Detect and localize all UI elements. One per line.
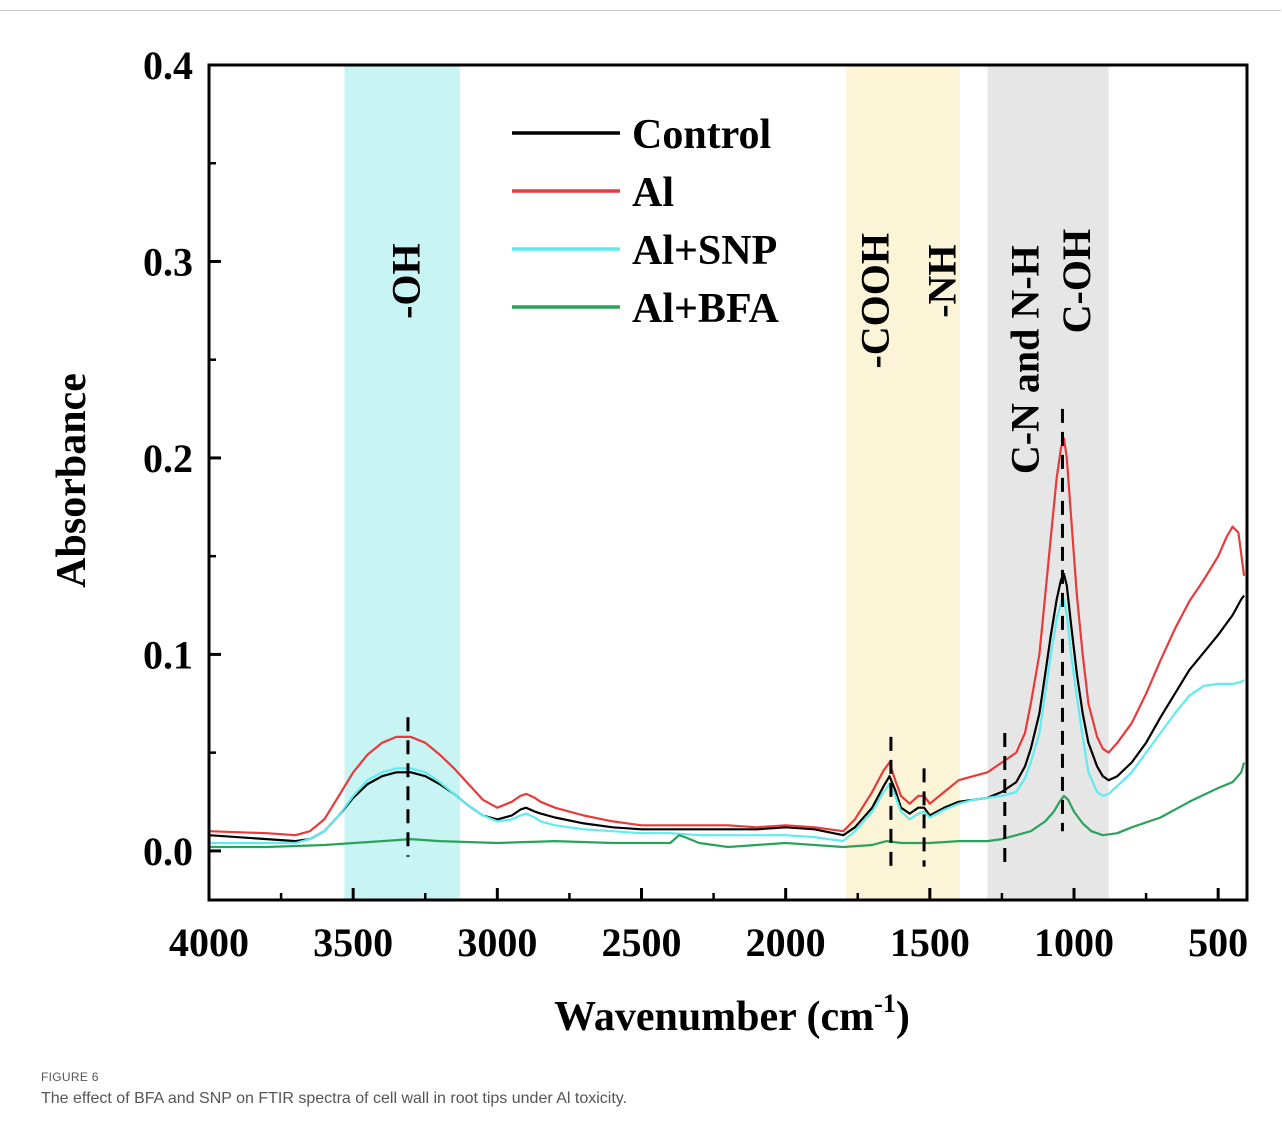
y-tick-label-4: 0.4 — [143, 43, 193, 88]
x-tick-label-0: 4000 — [169, 920, 249, 965]
legend-label-2: Al+SNP — [632, 228, 777, 274]
series-line-al — [209, 437, 1246, 837]
region-label-3: C-N and N-H — [1002, 245, 1047, 474]
x-tick-label-5: 1500 — [890, 920, 970, 965]
y-axis-label: Absorbance — [49, 373, 95, 588]
legend-label-0: Control — [632, 112, 771, 158]
legend: Control Al Al+SNP Al+BFA — [512, 112, 779, 332]
x-tick-label-7: 500 — [1188, 920, 1248, 965]
region-band-3 — [987, 65, 1109, 900]
x-axis-label: Wavenumber (cm-1) — [554, 989, 910, 1040]
ftir-chart: 4000 3500 3000 2500 2000 1500 1000 500 0.0 0.1 0.2… — [49, 43, 1249, 1040]
dash-layer — [406, 408, 1064, 867]
plot-frame — [207, 63, 1249, 902]
x-tick-label-1: 3500 — [313, 920, 393, 965]
region-band-0 — [344, 65, 460, 900]
y-tick-label-0: 0.0 — [143, 829, 193, 874]
region-label-4: C-OH — [1054, 229, 1099, 333]
axes-layer: 4000 3500 3000 2500 2000 1500 1000 500 0.0 0.1 0.2… — [49, 43, 1249, 1040]
region-band-1 — [846, 65, 961, 900]
region-label-2: -NH — [920, 244, 965, 317]
x-tick-label-6: 1000 — [1034, 920, 1114, 965]
x-tick-label-4: 2000 — [746, 920, 826, 965]
figure-caption: The effect of BFA and SNP on FTIR spectr… — [41, 1090, 628, 1107]
y-tick-label-3: 0.3 — [143, 239, 193, 284]
figure-label: FIGURE 6 — [41, 1070, 99, 1084]
legend-label-1: Al — [632, 170, 674, 216]
region-label-1: -COOH — [852, 233, 897, 369]
series-line-al-bfa — [209, 762, 1246, 849]
legend-label-3: Al+BFA — [632, 286, 779, 332]
figure-frame — [0, 10, 1281, 1128]
x-tick-label-3: 2500 — [602, 920, 682, 965]
series-layer — [209, 437, 1246, 849]
labels-layer: -OH -COOH -NH C-N and N-H C-OH — [383, 229, 1099, 474]
x-tick-label-2: 3000 — [457, 920, 537, 965]
series-line-al-snp — [209, 598, 1245, 845]
y-tick-label-1: 0.1 — [143, 632, 193, 677]
region-label-0: -OH — [383, 243, 428, 319]
y-tick-label-2: 0.2 — [143, 436, 193, 481]
